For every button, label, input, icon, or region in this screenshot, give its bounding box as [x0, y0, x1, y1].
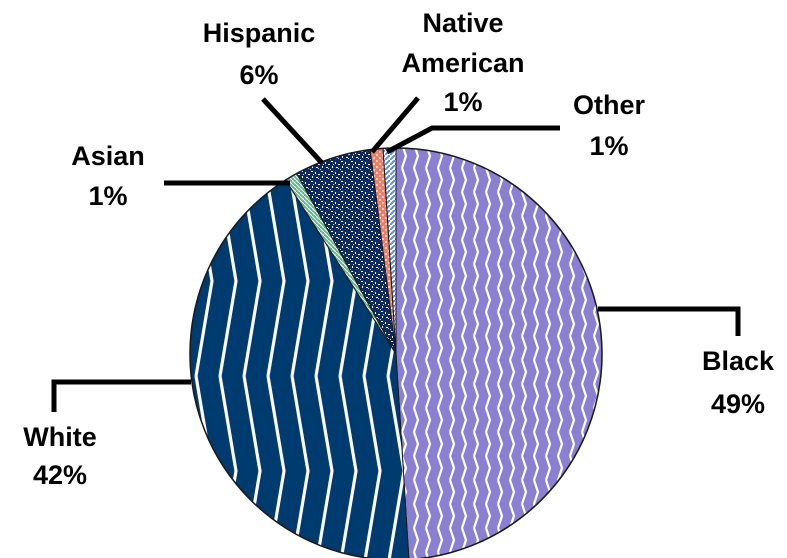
- label-hispanic-name: Hispanic: [203, 18, 316, 48]
- leader-other: [385, 125, 560, 155]
- label-hispanic-value: 6%: [239, 60, 278, 90]
- label-white-value: 42%: [33, 460, 87, 490]
- pie-slices: [189, 147, 603, 558]
- label-asian-value: 1%: [88, 181, 127, 211]
- label-other-value: 1%: [589, 131, 628, 161]
- label-black-name: Black: [702, 346, 775, 376]
- label-black-value: 49%: [711, 389, 765, 419]
- label-white-name: White: [23, 422, 97, 452]
- leader-hispanic: [261, 97, 324, 165]
- label-native-american-name-1: Native: [422, 8, 503, 38]
- label-native-american-value: 1%: [443, 87, 482, 117]
- data-labels: Black 49% White 42% Asian 1% Hispanic 6%…: [23, 8, 775, 490]
- label-asian-name: Asian: [71, 141, 145, 171]
- leader-native-american: [370, 96, 420, 154]
- label-other-name: Other: [573, 90, 646, 120]
- leader-black: [598, 306, 741, 336]
- leader-lines: [51, 96, 741, 412]
- label-native-american-name-2: American: [401, 48, 524, 78]
- leader-white: [51, 379, 191, 412]
- slice-black: [395, 147, 603, 558]
